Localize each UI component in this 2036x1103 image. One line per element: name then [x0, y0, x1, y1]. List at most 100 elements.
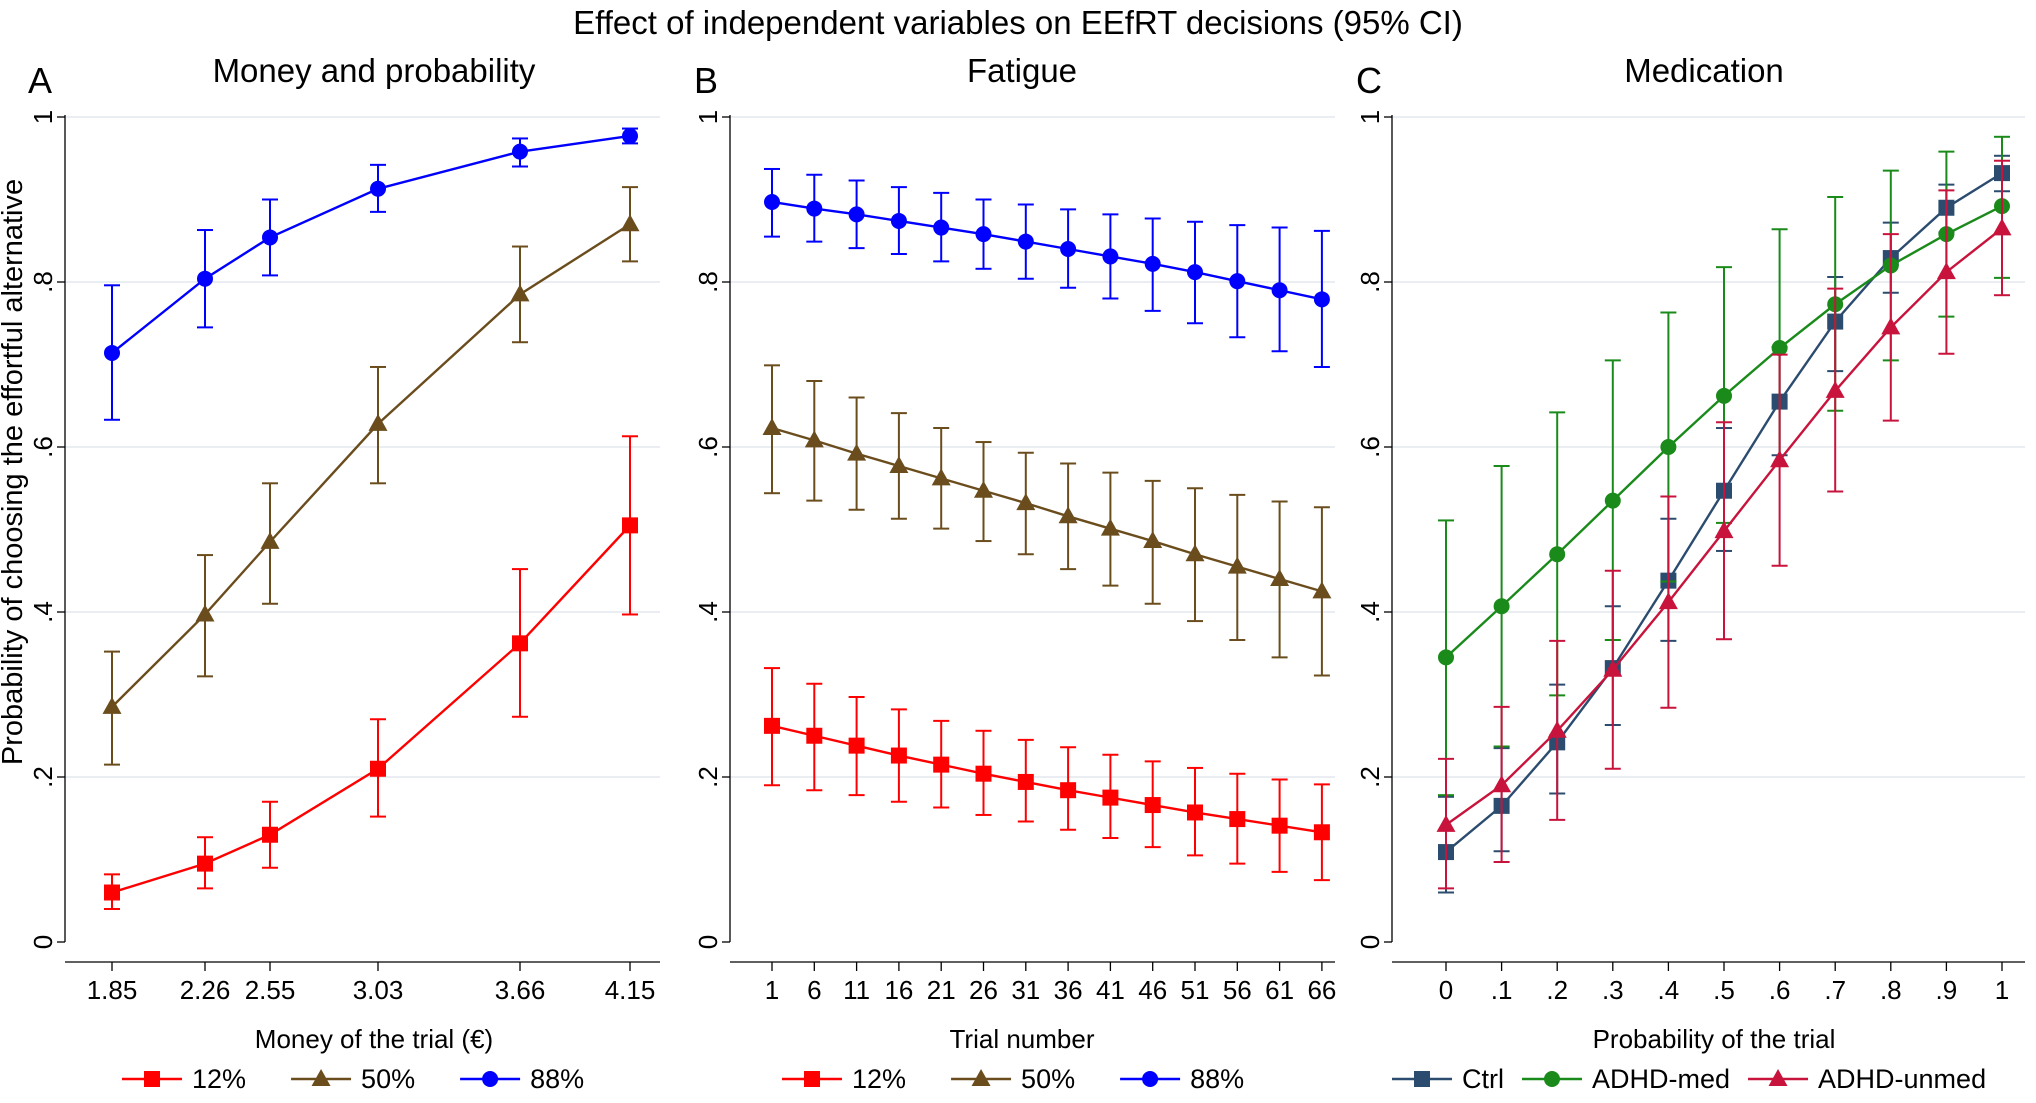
- panel-c-letter: C: [1356, 60, 1382, 101]
- data-point: [1438, 649, 1454, 666]
- data-point: [890, 212, 907, 229]
- panel-c-y-tick-label: .2: [1355, 766, 1385, 788]
- panel-b-y-tick-label: .6: [693, 436, 723, 458]
- panel-a-x-tick-label: 3.66: [495, 975, 546, 1005]
- data-point: [889, 455, 909, 473]
- panel-b-x-tick-label: 61: [1265, 975, 1294, 1005]
- data-point: [1771, 340, 1788, 356]
- legend-marker: [804, 1071, 820, 1087]
- legend-marker: [311, 1069, 331, 1086]
- panel-b-y-tick-label: .2: [693, 766, 723, 788]
- series-line: [771, 426, 1323, 593]
- legend-label: 12%: [852, 1064, 906, 1094]
- panel-b-x-tick-label: 31: [1011, 975, 1040, 1005]
- panel-c-x-tick-label: .3: [1602, 975, 1624, 1005]
- legend-label: 50%: [1021, 1064, 1075, 1094]
- data-point: [848, 206, 865, 223]
- data-point: [370, 760, 386, 777]
- data-point: [1017, 233, 1034, 250]
- data-point: [762, 418, 782, 436]
- panel-b-x-label: Trial number: [950, 1024, 1095, 1054]
- data-point: [620, 214, 640, 232]
- data-point: [890, 747, 907, 764]
- series-line: [111, 223, 631, 708]
- data-point: [933, 219, 950, 236]
- data-point: [1229, 811, 1246, 828]
- data-point: [262, 229, 278, 246]
- data-point: [1604, 492, 1621, 509]
- legend-marker: [1414, 1071, 1430, 1087]
- data-point: [1100, 518, 1120, 536]
- panel-b-letter: B: [694, 60, 718, 101]
- panel-a-series-3: [104, 127, 638, 421]
- data-point: [1058, 506, 1078, 524]
- legend-label: 88%: [530, 1064, 584, 1094]
- legend-marker: [1544, 1071, 1560, 1087]
- panel-c-series-3: [1436, 159, 2012, 890]
- data-point: [1229, 273, 1246, 290]
- data-point: [102, 696, 122, 714]
- data-point: [1436, 814, 1456, 832]
- legend-label: 50%: [361, 1064, 415, 1094]
- data-point: [1313, 291, 1330, 308]
- panel-b-x-tick-label: 6: [807, 975, 821, 1005]
- data-point: [933, 756, 950, 773]
- panel-c-x-label: Probability of the trial: [1593, 1024, 1836, 1054]
- data-point: [1492, 775, 1512, 793]
- panel-b-series-1: [764, 667, 1330, 882]
- panel-b-x-tick-label: 36: [1054, 975, 1083, 1005]
- panel-c-x-tick-label: .5: [1713, 975, 1735, 1005]
- data-point: [1016, 493, 1036, 511]
- data-point: [1102, 248, 1119, 265]
- data-point: [510, 284, 530, 302]
- panel-b-x-tick-label: 66: [1307, 975, 1336, 1005]
- panel-a-y-tick-label: .2: [28, 766, 58, 788]
- series-line: [111, 134, 631, 354]
- panel-c-legend: Ctrl ADHD-med ADHD-unmed: [1392, 1064, 1986, 1094]
- data-point: [1716, 387, 1732, 404]
- data-point: [1060, 782, 1077, 799]
- data-point: [1770, 450, 1790, 468]
- panel-c-x-tick-label: .9: [1936, 975, 1958, 1005]
- panel-c-x-tick-label: .1: [1491, 975, 1513, 1005]
- data-point: [975, 765, 992, 782]
- panel-a-y-tick-label: .4: [28, 601, 58, 623]
- panel-b-x-tick-label: 26: [969, 975, 998, 1005]
- data-point: [622, 127, 638, 144]
- panel-b-x-tick-label: 21: [927, 975, 956, 1005]
- panel-a-y-tick-label: .6: [28, 436, 58, 458]
- data-point: [806, 727, 823, 744]
- panel-c-y-tick-label: .4: [1355, 601, 1385, 623]
- panel-c-x-tick-label: .8: [1880, 975, 1902, 1005]
- data-point: [1060, 241, 1077, 257]
- data-point: [1313, 824, 1330, 841]
- data-point: [195, 604, 215, 622]
- panel-b-x-tick-label: 46: [1138, 975, 1167, 1005]
- panel-a-y-tick-label: .8: [28, 271, 58, 293]
- data-point: [1603, 659, 1623, 677]
- legend-marker: [1142, 1071, 1159, 1087]
- legend-marker: [971, 1069, 991, 1086]
- panel-b-y-tick-label: 0: [693, 935, 723, 949]
- data-point: [806, 200, 823, 217]
- panel-c-x-tick-label: .7: [1824, 975, 1846, 1005]
- panel-b-x-tick-label: 1: [765, 975, 779, 1005]
- panel-b-series-3: [764, 167, 1330, 368]
- data-point: [974, 480, 993, 498]
- data-point: [804, 430, 824, 448]
- panel-c-x-tick-label: 1: [1995, 975, 2009, 1005]
- data-point: [1660, 439, 1677, 455]
- data-point: [1144, 255, 1161, 272]
- panel-b-y-tick-label: .4: [693, 601, 723, 623]
- data-point: [1187, 264, 1203, 281]
- panel-a-x-label: Money of the trial (€): [255, 1024, 493, 1054]
- data-point: [931, 468, 951, 486]
- data-point: [1017, 773, 1034, 790]
- panel-b-x-tick-label: 56: [1223, 975, 1252, 1005]
- data-point: [1714, 521, 1734, 539]
- data-point: [1102, 789, 1119, 806]
- panel-c-x-tick-label: .4: [1658, 975, 1680, 1005]
- data-point: [1143, 531, 1163, 549]
- panel-a-x-tick-label: 4.15: [605, 975, 656, 1005]
- panel-b-x-tick-label: 41: [1096, 975, 1125, 1005]
